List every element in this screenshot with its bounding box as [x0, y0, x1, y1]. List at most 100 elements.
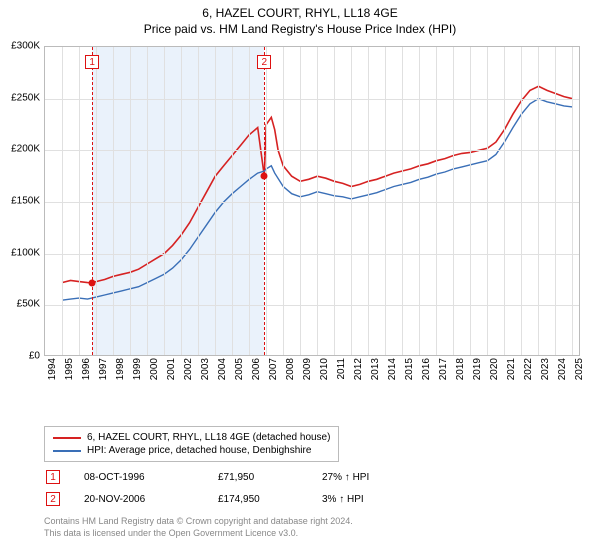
- event-hpi: 27% ↑ HPI: [322, 472, 402, 483]
- event-date: 08-OCT-1996: [84, 472, 194, 483]
- footer-line1: Contains HM Land Registry data © Crown c…: [44, 516, 580, 528]
- footer-line2: This data is licensed under the Open Gov…: [44, 528, 580, 540]
- ytick-label: £50K: [0, 299, 40, 310]
- gridline-v: [62, 47, 63, 355]
- title-block: 6, HAZEL COURT, RHYL, LL18 4GE Price pai…: [0, 0, 600, 36]
- event-marker-line: [92, 47, 93, 355]
- gridline-v: [266, 47, 267, 355]
- gridline-v: [317, 47, 318, 355]
- event-marker-ref: 2: [46, 492, 60, 506]
- xtick-label: 1998: [115, 358, 126, 380]
- gridline-v: [113, 47, 114, 355]
- xtick-label: 1995: [64, 358, 75, 380]
- gridline-v: [215, 47, 216, 355]
- legend-box: 6, HAZEL COURT, RHYL, LL18 4GE (detached…: [44, 426, 339, 462]
- xtick-label: 2025: [574, 358, 585, 380]
- gridline-v: [453, 47, 454, 355]
- gridline-v: [96, 47, 97, 355]
- gridline-v: [181, 47, 182, 355]
- xtick-label: 2008: [285, 358, 296, 380]
- gridline-v: [232, 47, 233, 355]
- event-marker-dot: [89, 279, 96, 286]
- gridline-h: [45, 305, 579, 306]
- gridline-v: [164, 47, 165, 355]
- ytick-label: £250K: [0, 92, 40, 103]
- xtick-label: 2019: [472, 358, 483, 380]
- event-date: 20-NOV-2006: [84, 494, 194, 505]
- event-price: £174,950: [218, 494, 298, 505]
- event-marker-line: [264, 47, 265, 355]
- xtick-label: 2000: [149, 358, 160, 380]
- gridline-v: [521, 47, 522, 355]
- legend-item: HPI: Average price, detached house, Denb…: [53, 444, 330, 457]
- xtick-label: 2010: [319, 358, 330, 380]
- xtick-label: 1996: [81, 358, 92, 380]
- chart-area: 12 £0£50K£100K£150K£200K£250K£300K199419…: [44, 46, 580, 386]
- ytick-label: £100K: [0, 247, 40, 258]
- xtick-label: 2006: [251, 358, 262, 380]
- xtick-label: 2018: [455, 358, 466, 380]
- event-row: 2 20-NOV-2006 £174,950 3% ↑ HPI: [44, 492, 580, 506]
- event-marker-dot: [261, 173, 268, 180]
- xtick-label: 2005: [234, 358, 245, 380]
- ytick-label: £200K: [0, 144, 40, 155]
- xtick-label: 2002: [183, 358, 194, 380]
- xtick-label: 2009: [302, 358, 313, 380]
- ytick-label: £300K: [0, 41, 40, 52]
- legend-and-footer: 6, HAZEL COURT, RHYL, LL18 4GE (detached…: [44, 426, 580, 539]
- gridline-h: [45, 99, 579, 100]
- gridline-h: [45, 150, 579, 151]
- footer-text: Contains HM Land Registry data © Crown c…: [44, 516, 580, 539]
- ytick-label: £150K: [0, 196, 40, 207]
- title-line2: Price paid vs. HM Land Registry's House …: [0, 22, 600, 36]
- event-table: 1 08-OCT-1996 £71,950 27% ↑ HPI 2 20-NOV-2006…: [44, 470, 580, 506]
- xtick-label: 2022: [523, 358, 534, 380]
- xtick-label: 2014: [387, 358, 398, 380]
- xtick-label: 1999: [132, 358, 143, 380]
- xtick-label: 2012: [353, 358, 364, 380]
- xtick-label: 2020: [489, 358, 500, 380]
- gridline-v: [572, 47, 573, 355]
- legend-swatch: [53, 437, 81, 439]
- xtick-label: 2013: [370, 358, 381, 380]
- xtick-label: 2021: [506, 358, 517, 380]
- event-row: 1 08-OCT-1996 £71,950 27% ↑ HPI: [44, 470, 580, 484]
- gridline-v: [385, 47, 386, 355]
- gridline-v: [470, 47, 471, 355]
- legend-label: 6, HAZEL COURT, RHYL, LL18 4GE (detached…: [87, 432, 330, 443]
- xtick-label: 2001: [166, 358, 177, 380]
- gridline-h: [45, 254, 579, 255]
- gridline-v: [436, 47, 437, 355]
- xtick-label: 2011: [336, 358, 347, 380]
- xtick-label: 1994: [47, 358, 58, 380]
- gridline-v: [368, 47, 369, 355]
- ytick-label: £0: [0, 351, 40, 362]
- xtick-label: 2015: [404, 358, 415, 380]
- gridline-v: [402, 47, 403, 355]
- title-line1: 6, HAZEL COURT, RHYL, LL18 4GE: [0, 6, 600, 20]
- legend-item: 6, HAZEL COURT, RHYL, LL18 4GE (detached…: [53, 431, 330, 444]
- gridline-v: [334, 47, 335, 355]
- gridline-v: [249, 47, 250, 355]
- gridline-v: [79, 47, 80, 355]
- gridline-v: [538, 47, 539, 355]
- xtick-label: 2024: [557, 358, 568, 380]
- xtick-label: 2007: [268, 358, 279, 380]
- gridline-v: [504, 47, 505, 355]
- gridline-v: [147, 47, 148, 355]
- gridline-v: [300, 47, 301, 355]
- gridline-h: [45, 202, 579, 203]
- event-price: £71,950: [218, 472, 298, 483]
- xtick-label: 2023: [540, 358, 551, 380]
- gridline-v: [130, 47, 131, 355]
- gridline-v: [487, 47, 488, 355]
- gridline-v: [198, 47, 199, 355]
- gridline-v: [419, 47, 420, 355]
- event-marker-ref: 1: [46, 470, 60, 484]
- event-marker-box: 1: [85, 55, 99, 69]
- event-hpi: 3% ↑ HPI: [322, 494, 402, 505]
- legend-label: HPI: Average price, detached house, Denb…: [87, 445, 311, 456]
- legend-swatch: [53, 450, 81, 452]
- gridline-v: [351, 47, 352, 355]
- gridline-v: [555, 47, 556, 355]
